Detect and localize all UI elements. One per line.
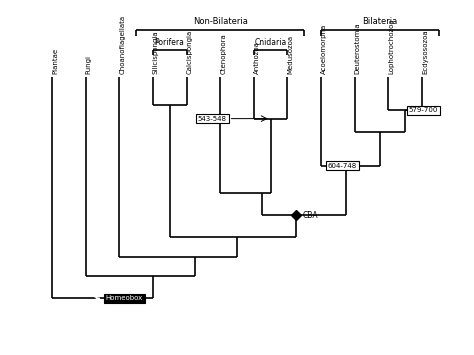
Text: Lophotrochozoa: Lophotrochozoa — [389, 19, 394, 75]
Text: 543-548: 543-548 — [198, 116, 227, 122]
Text: Calcispongia: Calcispongia — [186, 30, 192, 75]
Text: Choanoflagellata: Choanoflagellata — [119, 15, 125, 75]
Text: 579-700: 579-700 — [409, 107, 438, 113]
Text: Deuterostomia: Deuterostomia — [355, 23, 361, 75]
Text: Ctenophora: Ctenophora — [220, 34, 226, 75]
Text: Bilateria: Bilateria — [363, 17, 398, 26]
Text: Fungi: Fungi — [85, 55, 91, 75]
Text: Anthozoa: Anthozoa — [254, 42, 260, 75]
Text: Ecdysosozoa: Ecdysosozoa — [422, 30, 428, 75]
Text: Medusozoa: Medusozoa — [288, 35, 293, 75]
Text: Cnidaria: Cnidaria — [255, 38, 287, 47]
Text: Plantae: Plantae — [52, 48, 58, 75]
Text: Porifera: Porifera — [155, 38, 184, 47]
Text: Homeobox: Homeobox — [106, 295, 143, 301]
Text: Silicispongia: Silicispongia — [153, 31, 159, 75]
Text: 604-748: 604-748 — [328, 163, 357, 169]
Text: Non-Bilateria: Non-Bilateria — [193, 17, 247, 26]
Text: Acoelomorpha: Acoelomorpha — [321, 24, 327, 75]
Text: CBA: CBA — [302, 211, 318, 220]
